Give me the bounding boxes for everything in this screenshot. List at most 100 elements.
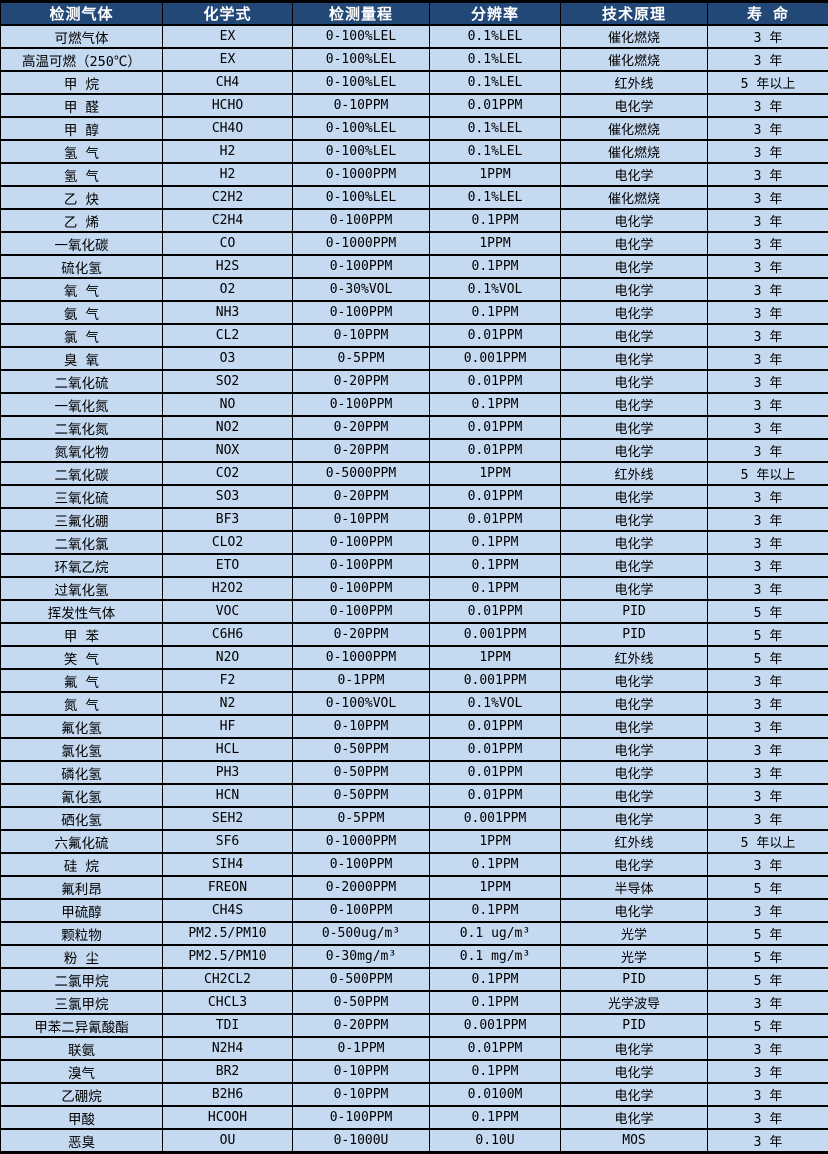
cell-gas-name: 可燃气体 (1, 25, 163, 48)
cell-gas-name: 二氧化碳 (1, 462, 163, 485)
cell-detection-range: 0-10PPM (293, 94, 430, 117)
cell-technical-principle: 电化学 (561, 531, 708, 554)
cell-gas-name: 过氧化氢 (1, 577, 163, 600)
cell-lifespan: 3 年 (708, 1129, 828, 1153)
table-row: 挥发性气体 VOC 0-100PPM 0.01PPM PID 5 年 (1, 600, 828, 623)
cell-detection-range: 0-50PPM (293, 784, 430, 807)
cell-gas-name: 三氯甲烷 (1, 991, 163, 1014)
cell-technical-principle: 光学 (561, 922, 708, 945)
table-row: 三氯甲烷 CHCL3 0-50PPM 0.1PPM 光学波导 3 年 (1, 991, 828, 1014)
cell-detection-range: 0-100%LEL (293, 186, 430, 209)
cell-technical-principle: 电化学 (561, 761, 708, 784)
cell-resolution: 1PPM (430, 462, 561, 485)
cell-chemical-formula: NOX (163, 439, 293, 462)
cell-resolution: 0.1%LEL (430, 140, 561, 163)
cell-technical-principle: 电化学 (561, 1060, 708, 1083)
cell-gas-name: 氯 气 (1, 324, 163, 347)
cell-chemical-formula: PM2.5/PM10 (163, 922, 293, 945)
cell-resolution: 1PPM (430, 830, 561, 853)
cell-detection-range: 0-100%LEL (293, 140, 430, 163)
cell-technical-principle: 电化学 (561, 738, 708, 761)
cell-chemical-formula: BR2 (163, 1060, 293, 1083)
table-row: 甲苯二异氰酸酯 TDI 0-20PPM 0.001PPM PID 5 年 (1, 1014, 828, 1037)
cell-lifespan: 3 年 (708, 232, 828, 255)
cell-lifespan: 3 年 (708, 324, 828, 347)
table-row: 笑 气 N2O 0-1000PPM 1PPM 红外线 5 年 (1, 646, 828, 669)
cell-technical-principle: 红外线 (561, 71, 708, 94)
cell-resolution: 0.01PPM (430, 600, 561, 623)
cell-chemical-formula: VOC (163, 600, 293, 623)
cell-lifespan: 3 年 (708, 301, 828, 324)
cell-detection-range: 0-10PPM (293, 1083, 430, 1106)
cell-gas-name: 一氧化氮 (1, 393, 163, 416)
cell-detection-range: 0-100%LEL (293, 71, 430, 94)
cell-gas-name: 二氧化氮 (1, 416, 163, 439)
cell-gas-name: 溴气 (1, 1060, 163, 1083)
cell-resolution: 0.01PPM (430, 1037, 561, 1060)
cell-detection-range: 0-20PPM (293, 485, 430, 508)
cell-resolution: 1PPM (430, 232, 561, 255)
cell-resolution: 0.1PPM (430, 255, 561, 278)
cell-lifespan: 3 年 (708, 393, 828, 416)
cell-chemical-formula: PH3 (163, 761, 293, 784)
table-row: 二氧化硫 SO2 0-20PPM 0.01PPM 电化学 3 年 (1, 370, 828, 393)
cell-gas-name: 氟化氢 (1, 715, 163, 738)
cell-detection-range: 0-10PPM (293, 324, 430, 347)
cell-chemical-formula: O2 (163, 278, 293, 301)
cell-detection-range: 0-20PPM (293, 370, 430, 393)
cell-detection-range: 0-500ug/m³ (293, 922, 430, 945)
cell-resolution: 0.001PPM (430, 807, 561, 830)
cell-resolution: 0.10U (430, 1129, 561, 1153)
cell-resolution: 1PPM (430, 876, 561, 899)
table-body: 可燃气体 EX 0-100%LEL 0.1%LEL 催化燃烧 3 年 高温可燃（… (1, 25, 828, 1153)
table-row: 氯化氢 HCL 0-50PPM 0.01PPM 电化学 3 年 (1, 738, 828, 761)
table-row: 三氟化硼 BF3 0-10PPM 0.01PPM 电化学 3 年 (1, 508, 828, 531)
cell-chemical-formula: C2H4 (163, 209, 293, 232)
cell-chemical-formula: H2 (163, 140, 293, 163)
cell-gas-name: 硅 烷 (1, 853, 163, 876)
cell-detection-range: 0-100%LEL (293, 25, 430, 48)
table-row: 二氧化氯 CLO2 0-100PPM 0.1PPM 电化学 3 年 (1, 531, 828, 554)
cell-lifespan: 3 年 (708, 899, 828, 922)
cell-chemical-formula: NO2 (163, 416, 293, 439)
column-header-gas: 检测气体 (1, 2, 163, 26)
cell-gas-name: 甲 苯 (1, 623, 163, 646)
cell-gas-name: 粉 尘 (1, 945, 163, 968)
column-header-formula: 化学式 (163, 2, 293, 26)
cell-technical-principle: 电化学 (561, 1037, 708, 1060)
table-row: 高温可燃（250℃） EX 0-100%LEL 0.1%LEL 催化燃烧 3 年 (1, 48, 828, 71)
cell-chemical-formula: N2 (163, 692, 293, 715)
cell-detection-range: 0-30mg/m³ (293, 945, 430, 968)
cell-technical-principle: 电化学 (561, 554, 708, 577)
cell-lifespan: 5 年 (708, 623, 828, 646)
cell-gas-name: 三氟化硼 (1, 508, 163, 531)
column-header-principle: 技术原理 (561, 2, 708, 26)
cell-resolution: 0.1%VOL (430, 278, 561, 301)
cell-technical-principle: 电化学 (561, 370, 708, 393)
table-row: 乙 烯 C2H4 0-100PPM 0.1PPM 电化学 3 年 (1, 209, 828, 232)
cell-resolution: 0.1%LEL (430, 117, 561, 140)
cell-lifespan: 3 年 (708, 554, 828, 577)
table-row: 氨 气 NH3 0-100PPM 0.1PPM 电化学 3 年 (1, 301, 828, 324)
cell-gas-name: 氢 气 (1, 140, 163, 163)
cell-resolution: 0.01PPM (430, 715, 561, 738)
cell-resolution: 0.1PPM (430, 209, 561, 232)
cell-gas-name: 甲 烷 (1, 71, 163, 94)
cell-detection-range: 0-100PPM (293, 554, 430, 577)
cell-gas-name: 三氧化硫 (1, 485, 163, 508)
cell-lifespan: 3 年 (708, 416, 828, 439)
cell-detection-range: 0-1000U (293, 1129, 430, 1153)
cell-chemical-formula: SIH4 (163, 853, 293, 876)
cell-lifespan: 5 年以上 (708, 71, 828, 94)
cell-chemical-formula: C2H2 (163, 186, 293, 209)
cell-lifespan: 3 年 (708, 715, 828, 738)
cell-resolution: 1PPM (430, 163, 561, 186)
cell-technical-principle: 催化燃烧 (561, 186, 708, 209)
cell-technical-principle: 电化学 (561, 485, 708, 508)
cell-chemical-formula: NH3 (163, 301, 293, 324)
cell-lifespan: 3 年 (708, 94, 828, 117)
cell-technical-principle: 电化学 (561, 163, 708, 186)
cell-technical-principle: PID (561, 600, 708, 623)
cell-chemical-formula: HCHO (163, 94, 293, 117)
cell-gas-name: 高温可燃（250℃） (1, 48, 163, 71)
